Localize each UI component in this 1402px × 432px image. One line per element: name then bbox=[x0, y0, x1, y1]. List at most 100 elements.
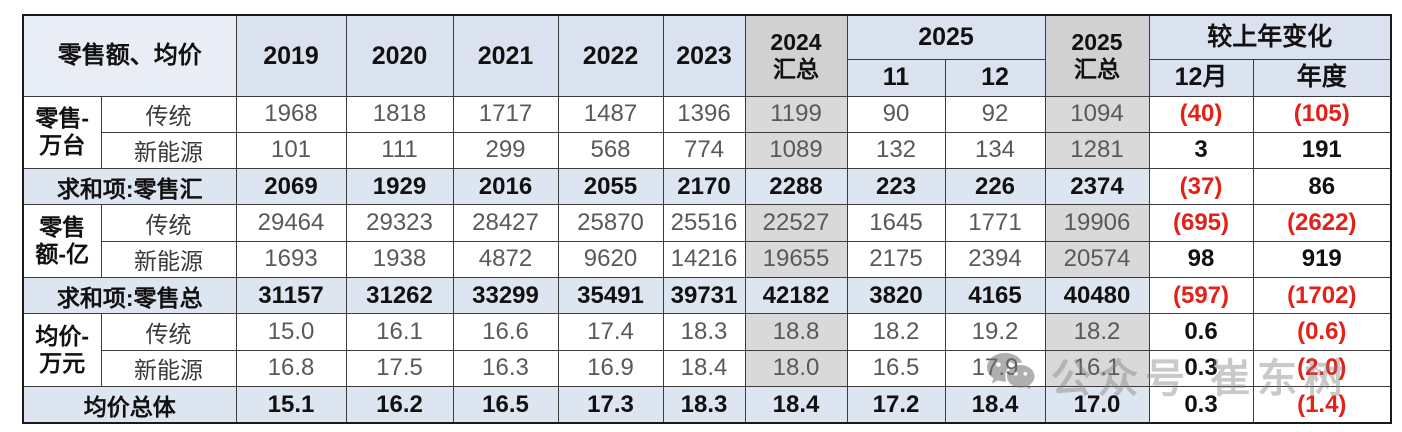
table-cell: 101 bbox=[235, 131, 347, 170]
category-label: 新能源 bbox=[100, 349, 237, 388]
table-cell: 31262 bbox=[345, 277, 454, 315]
table-row: 均价- 万元 传统 15.0 16.1 16.6 17.4 18.3 18.8 18.2 19.2 1… bbox=[22, 313, 1392, 388]
table-cell: 3 bbox=[1148, 131, 1254, 170]
table-cell: 16.2 bbox=[345, 386, 454, 424]
table-cell: 1693 bbox=[235, 240, 347, 279]
table-cell: 1645 bbox=[846, 204, 946, 242]
header-2025-total: 2025 汇总 bbox=[1044, 14, 1150, 97]
table-cell: 17.0 bbox=[1044, 386, 1150, 424]
table-cell: 0.3 bbox=[1148, 386, 1254, 424]
table-cell: 2055 bbox=[557, 168, 664, 206]
table-cell: 92 bbox=[944, 95, 1046, 133]
table-cell: 18.3 bbox=[662, 313, 746, 351]
table-cell: 568 bbox=[557, 131, 664, 170]
table-cell: 9620 bbox=[557, 240, 664, 279]
table-cell: 1929 bbox=[345, 168, 454, 206]
table-cell: 42182 bbox=[744, 277, 848, 315]
table-cell: 2288 bbox=[744, 168, 848, 206]
table-cell: 16.8 bbox=[235, 349, 347, 388]
row-group-label-line: 零售- bbox=[35, 104, 90, 131]
table-cell: (105) bbox=[1252, 95, 1392, 133]
row-group-label: 零售 额-亿 bbox=[22, 204, 102, 279]
table-cell: 919 bbox=[1252, 240, 1392, 279]
total-row: 求和项:零售汇 2069 1929 2016 2055 2170 2288 223 226 237… bbox=[22, 168, 1392, 206]
table-cell: 16.1 bbox=[1044, 349, 1150, 388]
table-cell: 134 bbox=[944, 131, 1046, 170]
header-change-dec: 12月 bbox=[1148, 58, 1254, 97]
total-row-label: 求和项:零售汇 bbox=[22, 168, 237, 206]
table-cell: 1199 bbox=[744, 95, 848, 133]
table-body: 零售- 万台 传统 1968 1818 1717 1487 1396 1199 90 92 1094(… bbox=[22, 95, 1392, 424]
row-group-label-line: 万元 bbox=[39, 350, 86, 377]
table-cell: 4872 bbox=[452, 240, 559, 279]
header-change-group: 较上年变化 bbox=[1148, 14, 1392, 60]
table-cell: 4165 bbox=[944, 277, 1046, 315]
table-cell: 111 bbox=[345, 131, 454, 170]
header-month-11: 11 bbox=[846, 58, 946, 97]
table-cell: 2170 bbox=[662, 168, 746, 206]
category-label: 传统 bbox=[100, 95, 237, 133]
row-group-label-line: 零售 bbox=[39, 213, 86, 240]
table-cell: 19906 bbox=[1044, 204, 1150, 242]
table-cell: 1717 bbox=[452, 95, 559, 133]
table-cell: 25870 bbox=[557, 204, 664, 242]
row-group-label: 零售- 万台 bbox=[22, 95, 102, 170]
table-cell: 15.1 bbox=[235, 386, 347, 424]
table-cell: 299 bbox=[452, 131, 559, 170]
table-cell: 0.6 bbox=[1148, 313, 1254, 351]
category-label: 传统 bbox=[100, 204, 237, 242]
table-row: 新能源 1693 1938 4872 9620 14216 19655 2175 2394 205… bbox=[23, 240, 1392, 279]
row-group-label-line: 额-亿 bbox=[35, 241, 90, 268]
year-header-2023: 2023 bbox=[662, 14, 746, 97]
table-cell: 17.3 bbox=[557, 386, 664, 424]
table-cell: 2394 bbox=[944, 240, 1046, 279]
table-cell: (37) bbox=[1148, 168, 1254, 206]
table-cell: 15.0 bbox=[235, 313, 347, 351]
retail-price-table: 零售额、均价 2019 2020 2021 2022 2023 2024 汇总 … bbox=[22, 14, 1393, 424]
table-cell: 1938 bbox=[345, 240, 454, 279]
table-cell: 16.1 bbox=[345, 313, 454, 351]
table-cell: (40) bbox=[1148, 95, 1254, 133]
category-label: 新能源 bbox=[100, 131, 237, 170]
table-cell: (2622) bbox=[1252, 204, 1392, 242]
table-row: 零售 额-亿 传统 29464 29323 28427 25870 25516 22527 164… bbox=[22, 204, 1392, 279]
category-label: 传统 bbox=[100, 313, 237, 351]
table-cell: 16.6 bbox=[452, 313, 559, 351]
table-cell: 1818 bbox=[345, 95, 454, 133]
table-cell: 86 bbox=[1252, 168, 1392, 206]
row-group-label-line: 万台 bbox=[39, 132, 86, 159]
table-cell: 90 bbox=[846, 95, 946, 133]
row-group-label-line: 均价- bbox=[35, 322, 90, 349]
table-cell: (0.6) bbox=[1252, 313, 1392, 351]
header-2025-total-line1: 2025 bbox=[1071, 29, 1123, 56]
table-cell: 1487 bbox=[557, 95, 664, 133]
table-cell: 18.8 bbox=[744, 313, 848, 351]
year-header-2020: 2020 bbox=[345, 14, 454, 97]
table-cell: 18.0 bbox=[744, 349, 848, 388]
header-2024-total: 2024 汇总 bbox=[744, 14, 848, 97]
table-cell: 17.4 bbox=[557, 313, 664, 351]
table-cell: 0.3 bbox=[1148, 349, 1254, 388]
table-cell: 226 bbox=[944, 168, 1046, 206]
year-header-2021: 2021 bbox=[452, 14, 559, 97]
table-cell: 17.2 bbox=[846, 386, 946, 424]
table-cell: 18.2 bbox=[1044, 313, 1150, 351]
header-2024-total-line1: 2024 bbox=[770, 29, 822, 56]
table-cell: 18.4 bbox=[944, 386, 1046, 424]
table-header: 零售额、均价 2019 2020 2021 2022 2023 2024 汇总 … bbox=[22, 14, 1392, 97]
table-cell: 18.3 bbox=[662, 386, 746, 424]
table-cell: (1702) bbox=[1252, 277, 1392, 315]
table-cell: (1.4) bbox=[1252, 386, 1392, 424]
table-cell: 223 bbox=[846, 168, 946, 206]
table-cell: 1094 bbox=[1044, 95, 1150, 133]
table-cell: 29464 bbox=[235, 204, 347, 242]
table-cell: 18.4 bbox=[744, 386, 848, 424]
table-cell: 18.4 bbox=[662, 349, 746, 388]
table-cell: 40480 bbox=[1044, 277, 1150, 315]
table-cell: 25516 bbox=[662, 204, 746, 242]
table-cell: 2374 bbox=[1044, 168, 1150, 206]
table-cell: 28427 bbox=[452, 204, 559, 242]
table-cell: (2.0) bbox=[1252, 349, 1392, 388]
table-row: 新能源 101 111 299 568 774 1089 132 134 1281 3 191 bbox=[23, 131, 1392, 170]
